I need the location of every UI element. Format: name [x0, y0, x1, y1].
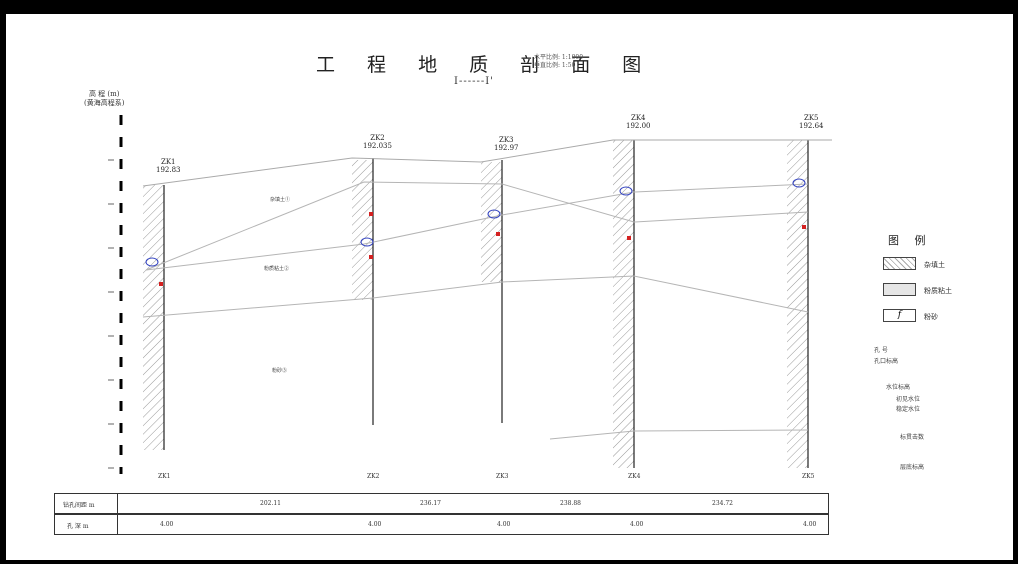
y-axis-label-line2: (黄海高程系) — [84, 99, 125, 107]
table-label-spacing: 钻孔间距 m — [63, 502, 95, 509]
borehole-footer-zk3: ZK3 — [496, 473, 509, 480]
legend-label-sand: 粉砂 — [924, 313, 938, 321]
legend-swatch-fill — [883, 257, 916, 270]
table-divider — [117, 494, 118, 513]
borehole-header-zk2: ZK2 192.035 — [363, 134, 392, 150]
borehole-fill-zk4 — [613, 140, 634, 468]
borehole-id: ZK5 — [803, 114, 819, 122]
scale-vertical: 垂直比例: 1:50 — [534, 62, 576, 69]
borehole-id: ZK4 — [630, 114, 646, 122]
borehole-fill-zk5 — [787, 140, 808, 468]
axis-ticks — [108, 159, 114, 469]
section-id: I------I' — [454, 76, 494, 87]
borehole-id: ZK2 — [370, 134, 385, 142]
spacing-3: 238.88 — [560, 500, 581, 507]
borehole-fill-zk1 — [143, 185, 164, 450]
table-row-depth: 孔 深 m 4.00 4.00 4.00 4.00 4.00 — [54, 514, 829, 535]
layer-boundaries — [142, 181, 809, 440]
note-hole-id: 孔 号 — [874, 347, 888, 354]
borehole-fill-zk2 — [352, 160, 373, 300]
note-collar-elev: 孔口标高 — [874, 358, 899, 365]
depth-4: 4.00 — [630, 521, 644, 528]
legend-label-fill: 杂填土 — [924, 261, 945, 269]
borehole-fill-zk3 — [481, 162, 502, 282]
spacing-4: 234.72 — [712, 500, 733, 507]
scale-horizontal: 水平比例: 1:1000 — [534, 54, 584, 61]
table-divider — [117, 515, 118, 534]
borehole-elevation: 192.64 — [799, 122, 824, 130]
borehole-id: ZK1 — [160, 158, 176, 166]
note-bottom-elev: 层底标高 — [900, 464, 925, 471]
depth-2: 4.00 — [368, 521, 382, 528]
borehole-elevation: 192.97 — [494, 144, 519, 152]
y-axis-label: 高 程 (m) (黄海高程系) — [84, 90, 124, 108]
borehole-footer-zk1: ZK1 — [158, 473, 171, 480]
borehole-footer-zk5: ZK5 — [802, 473, 815, 480]
legend-label-clay: 粉质粘土 — [924, 287, 952, 295]
legend-swatch-clay — [883, 283, 916, 296]
scale-note: 水平比例: 1:1000 垂直比例: 1:50 — [534, 54, 594, 70]
depth-3: 4.00 — [497, 521, 511, 528]
note-initial-water: 初见水位 — [896, 396, 921, 403]
layer-tag-sand: 粉砂③ — [272, 368, 288, 374]
table-row-spacing: 钻孔间距 m 202.11 236.17 238.88 234.72 — [54, 493, 829, 514]
depth-1: 4.00 — [160, 521, 174, 528]
borehole-id: ZK3 — [498, 136, 514, 144]
water-markers — [159, 212, 806, 286]
layer-tag-fill: 杂填土① — [270, 197, 291, 203]
page-title: 工 程 地 质 剖 面 图 — [316, 54, 655, 76]
borehole-footer-zk4: ZK4 — [628, 473, 641, 480]
borehole-elevation: 192.83 — [156, 166, 181, 174]
note-stable-water: 稳定水位 — [896, 406, 921, 413]
layer-tag-clay: 粉质粘土② — [264, 266, 290, 272]
ground-surface — [142, 139, 832, 187]
borehole-footer-zk2: ZK2 — [367, 473, 380, 480]
borehole-elevation: 192.00 — [626, 122, 651, 130]
depth-5: 4.00 — [803, 521, 817, 528]
borehole-lines — [163, 140, 809, 468]
borehole-header-zk1: ZK1 192.83 — [156, 158, 181, 174]
legend-title: 图 例 — [888, 234, 932, 247]
note-water-level: 水位标高 — [886, 384, 911, 391]
borehole-elevation: 192.035 — [363, 142, 392, 150]
title-block: 工 程 地 质 剖 面 图 — [316, 50, 654, 77]
water-symbols — [145, 178, 806, 267]
borehole-header-zk4: ZK4 192.00 — [626, 114, 651, 130]
borehole-header-zk5: ZK5 192.64 — [799, 114, 824, 130]
borehole-header-zk3: ZK3 192.97 — [494, 136, 519, 152]
note-spt: 标贯击数 — [900, 434, 925, 441]
table-label-depth: 孔 深 m — [67, 523, 89, 530]
legend-swatch-sand: f — [883, 309, 916, 322]
spacing-2: 236.17 — [420, 500, 441, 507]
spacing-1: 202.11 — [260, 500, 281, 507]
y-axis-label-line1: 高 程 (m) — [88, 90, 120, 98]
